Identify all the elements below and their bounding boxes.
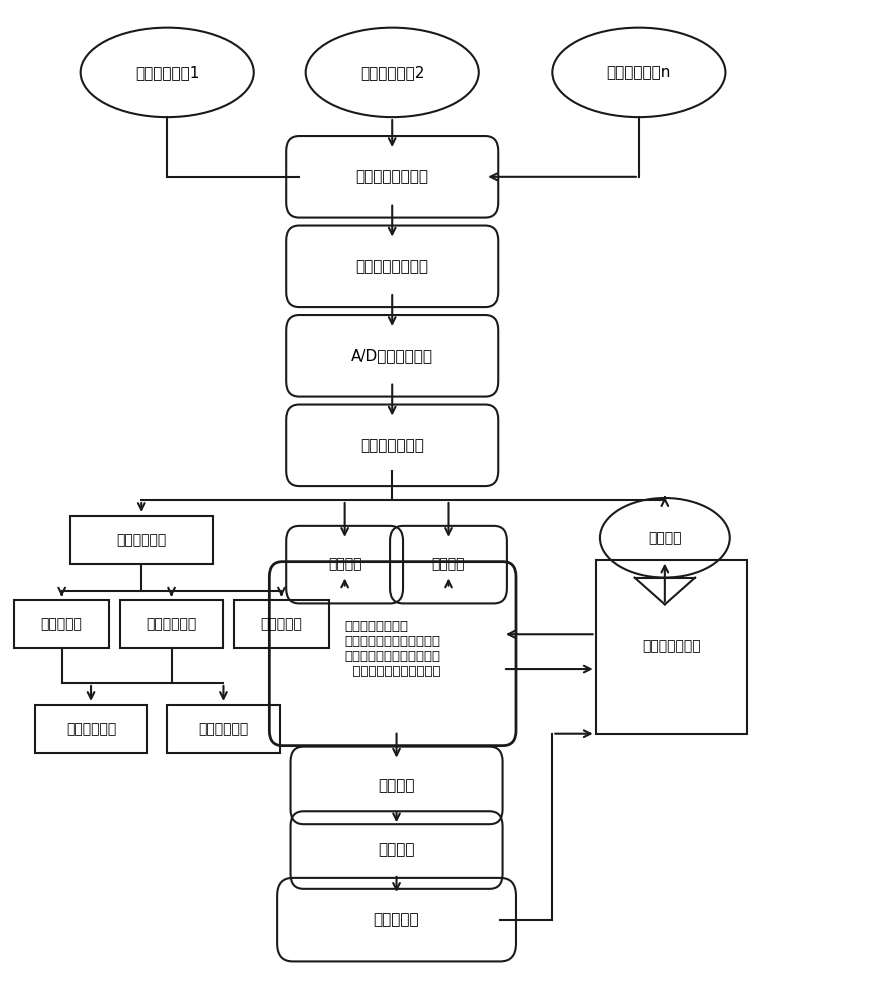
Text: 系统设置: 系统设置 bbox=[432, 558, 465, 572]
Text: 底层模拟信号n: 底层模拟信号n bbox=[607, 65, 671, 80]
Text: 故障诊断: 故障诊断 bbox=[378, 778, 415, 793]
Text: 系统底层数据库: 系统底层数据库 bbox=[642, 640, 700, 654]
Bar bbox=[167, 705, 280, 753]
Text: 跳动量显示: 跳动量显示 bbox=[41, 617, 83, 631]
Text: 系统中间件模块：
主要功能为在标准数据包、
数据库、框架和模型之间完
  成数据流动与管理功能。: 系统中间件模块： 主要功能为在标准数据包、 数据库、框架和模型之间完 成数据流动… bbox=[344, 620, 441, 678]
Bar bbox=[596, 560, 747, 734]
Bar bbox=[35, 705, 147, 753]
Bar bbox=[233, 600, 329, 648]
Text: A/D转换数字信号: A/D转换数字信号 bbox=[351, 348, 433, 363]
Text: 数据实时显示: 数据实时显示 bbox=[116, 533, 166, 547]
Text: 底层模拟信号2: 底层模拟信号2 bbox=[360, 65, 424, 80]
Text: 数据存储: 数据存储 bbox=[648, 531, 682, 545]
Text: 故障预测: 故障预测 bbox=[378, 843, 415, 858]
Text: 标准格式数据包: 标准格式数据包 bbox=[361, 438, 424, 453]
Text: 频域特征显示: 频域特征显示 bbox=[199, 722, 248, 736]
Bar bbox=[14, 600, 109, 648]
Text: 底层模拟信号1: 底层模拟信号1 bbox=[135, 65, 199, 80]
Text: 时域特征显示: 时域特征显示 bbox=[66, 722, 116, 736]
Text: 预设模型: 预设模型 bbox=[327, 558, 361, 572]
Text: 模拟电流电压信号: 模拟电流电压信号 bbox=[355, 169, 429, 184]
Bar bbox=[70, 516, 213, 564]
Text: 振动状态显示: 振动状态显示 bbox=[146, 617, 197, 631]
Text: 系统自学习: 系统自学习 bbox=[374, 912, 419, 927]
Text: 信号调理抗混滤波: 信号调理抗混滤波 bbox=[355, 259, 429, 274]
Text: 温度等显示: 温度等显示 bbox=[260, 617, 302, 631]
Bar bbox=[119, 600, 224, 648]
